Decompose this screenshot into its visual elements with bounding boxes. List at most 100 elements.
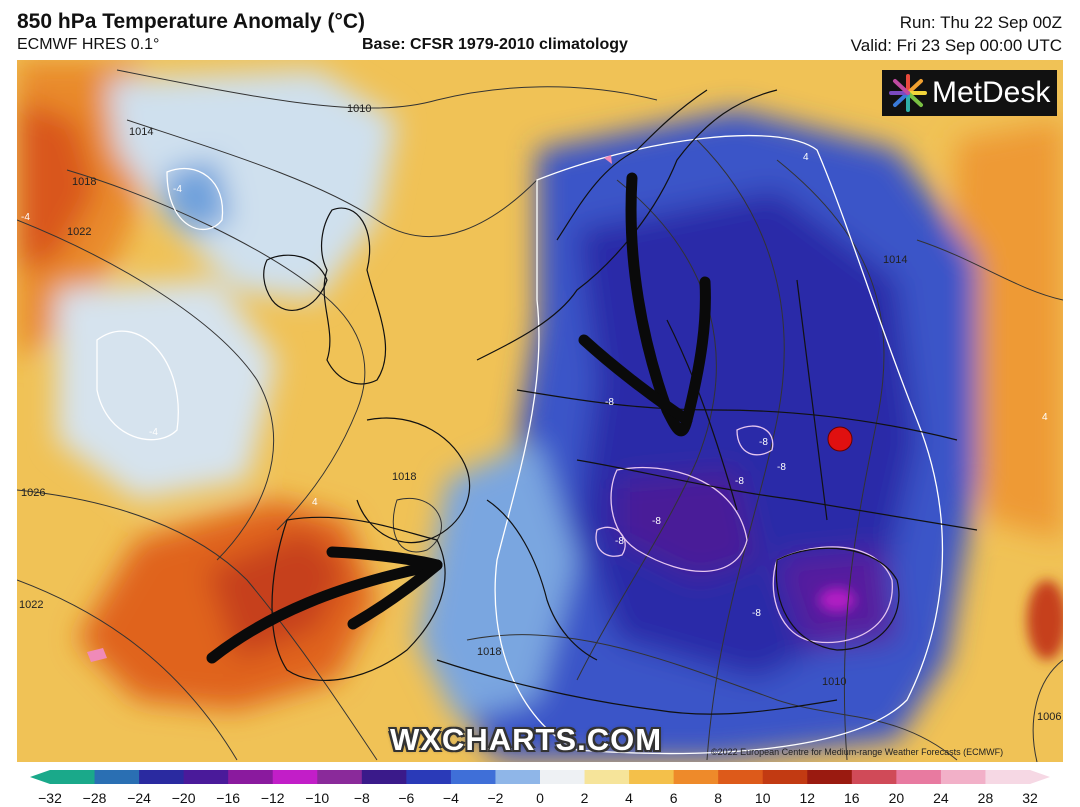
color-scale-tick-label: −10 — [305, 790, 330, 806]
color-scale-segment — [94, 770, 140, 784]
minus-4-contour — [96, 330, 179, 441]
color-scale-tick-label: 2 — [580, 790, 589, 806]
color-scale-segment — [540, 770, 586, 784]
anomaly-label: -8 — [752, 608, 761, 619]
isobar-line — [17, 489, 378, 761]
color-scale-tick-label: −12 — [260, 790, 285, 806]
isobar-line — [17, 579, 238, 761]
color-scale-tick-label: 16 — [844, 790, 860, 806]
color-scale-segment — [673, 770, 719, 784]
isobar-label: 1010 — [822, 676, 846, 688]
chart-title: 850 hPa Temperature Anomaly (°C) — [17, 10, 365, 33]
color-scale-segment — [940, 770, 986, 784]
color-scale-ticks: −32 −28 −24 −20 −16 −12 −10 −8 −6 −4 −2 0 2 4 6 8 10 12 16… — [0, 790, 1080, 807]
color-scale-tick-label: 4 — [625, 790, 633, 806]
warm-spot — [87, 648, 107, 662]
north-africa-coast — [436, 659, 838, 715]
color-scale-segment — [807, 770, 853, 784]
color-scale-tick-label: −4 — [442, 790, 459, 806]
arrow-north-south — [625, 172, 693, 437]
minus-8-contour — [595, 526, 626, 557]
anomaly-label: -8 — [759, 437, 768, 448]
anomaly-label: 4 — [803, 152, 809, 163]
color-scale-tick-label: 28 — [977, 790, 994, 806]
color-scale-segment — [450, 770, 496, 784]
isobar-label: 1006 — [1037, 711, 1061, 723]
color-scale-segment — [718, 770, 764, 784]
color-scale-tick-label: 8 — [714, 790, 723, 806]
model-label: ECMWF HRES 0.1° — [17, 36, 160, 53]
minus-4-contour — [166, 167, 224, 230]
color-scale-tick-label: 6 — [669, 790, 678, 806]
anomaly-map: 1010 1014 1018 1022 1026 1022 1018 1014 … — [17, 60, 1063, 762]
scandinavia-coast — [556, 89, 708, 241]
minus-8-contour — [736, 425, 774, 456]
color-scale-arrow-low — [30, 770, 50, 784]
isobar-label: 1010 — [347, 103, 371, 115]
arrow-west-east — [206, 559, 443, 664]
color-scale-segment — [985, 770, 1031, 784]
country-border — [516, 389, 958, 441]
anomaly-label: -8 — [615, 536, 624, 547]
color-scale-segment — [495, 770, 541, 784]
anomaly-label: -8 — [652, 516, 661, 527]
color-scale-segment — [584, 770, 630, 784]
isobar-label: 1014 — [883, 254, 907, 266]
color-scale-segment — [851, 770, 897, 784]
color-scale-segment — [183, 770, 229, 784]
isobar-labels: 1010 1014 1018 1022 1026 1022 1018 1014 … — [19, 103, 1061, 723]
arrow-north-south-head — [578, 276, 711, 426]
minus-8-contour — [772, 546, 893, 644]
color-scale-tick-label: −16 — [216, 790, 241, 806]
minus-8-contours — [595, 425, 893, 644]
isobar-label: 1014 — [129, 126, 153, 138]
anomaly-label: 4 — [312, 497, 318, 508]
color-scale-segment — [406, 770, 452, 784]
isobar-line — [66, 169, 366, 531]
coastlines — [263, 89, 978, 715]
isobar-line — [1032, 659, 1063, 762]
color-scale-segment — [762, 770, 808, 784]
run-label: Run: Thu 22 Sep 00Z — [899, 13, 1062, 32]
copyright-notice: ©2022 European Centre for Medium-range W… — [711, 747, 1004, 757]
country-border — [666, 319, 738, 511]
isobar-line — [696, 139, 785, 761]
isobar-line — [116, 69, 658, 109]
isobars — [17, 69, 1063, 762]
color-scale-tick-label: 10 — [754, 790, 771, 806]
anomaly-label: -4 — [173, 184, 182, 195]
strong-warm-anomaly-iberia — [207, 530, 347, 660]
color-scale-tick-label: −20 — [171, 790, 196, 806]
ireland-coast — [263, 254, 328, 311]
color-scale-segment — [228, 770, 274, 784]
color-scale-tick-label: 24 — [933, 790, 949, 806]
color-scale-tick-label: 32 — [1022, 790, 1038, 806]
color-scale-segment — [361, 770, 407, 784]
anomaly-label: -4 — [21, 212, 30, 223]
isobar-line — [126, 119, 538, 237]
britain-coast — [321, 207, 387, 385]
isobar-line — [576, 179, 717, 681]
minus-4-contour — [494, 134, 944, 755]
metdesk-logo-text: MetDesk — [932, 76, 1051, 109]
metdesk-logo: MetDesk — [882, 70, 1057, 116]
isobar-label: 1018 — [392, 471, 416, 483]
isobar-line — [17, 219, 274, 561]
italy-coast — [486, 499, 598, 661]
color-scale-segment — [272, 770, 318, 784]
metdesk-star-icon — [889, 74, 927, 112]
extreme-cold-core — [819, 588, 855, 612]
anomaly-label: -8 — [777, 462, 786, 473]
cool-anomaly-mediterranean — [417, 440, 577, 720]
country-border — [796, 279, 828, 521]
anomaly-label: -4 — [149, 427, 158, 438]
color-scale-segment — [139, 770, 185, 784]
color-scale-segment — [896, 770, 942, 784]
strong-warm-anomaly-west — [17, 100, 97, 270]
wxcharts-watermark: WXCHARTS.COM — [390, 722, 663, 757]
france-coast — [356, 417, 471, 544]
color-scale-tick-label: 20 — [888, 790, 905, 806]
minus-8-contour — [610, 466, 748, 573]
color-scale-tick-label: −32 — [38, 790, 62, 806]
anomaly-label: -8 — [735, 476, 744, 487]
